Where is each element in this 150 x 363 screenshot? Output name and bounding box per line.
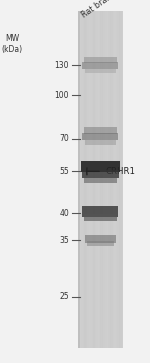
Bar bbox=[98, 11, 99, 348]
Bar bbox=[87, 11, 88, 348]
Bar bbox=[82, 170, 119, 178]
Bar bbox=[118, 11, 120, 348]
Bar bbox=[81, 11, 82, 348]
Text: 100: 100 bbox=[54, 91, 69, 99]
Bar bbox=[84, 57, 117, 63]
Text: 55: 55 bbox=[59, 167, 69, 176]
Bar bbox=[81, 161, 120, 172]
Bar bbox=[88, 11, 90, 348]
Bar bbox=[85, 69, 116, 73]
Bar bbox=[117, 11, 118, 348]
Text: 25: 25 bbox=[59, 293, 69, 301]
Bar bbox=[84, 214, 117, 221]
Bar bbox=[92, 11, 93, 348]
Text: 70: 70 bbox=[59, 134, 69, 143]
Bar bbox=[85, 11, 87, 348]
Bar bbox=[96, 11, 98, 348]
Text: 35: 35 bbox=[59, 236, 69, 245]
Bar bbox=[87, 241, 114, 246]
Bar bbox=[100, 11, 102, 348]
Bar bbox=[85, 235, 116, 243]
Bar bbox=[78, 11, 80, 348]
Bar bbox=[103, 11, 105, 348]
Bar bbox=[105, 11, 106, 348]
Text: MW
(kDa): MW (kDa) bbox=[2, 34, 22, 54]
Text: 40: 40 bbox=[59, 209, 69, 217]
Bar bbox=[94, 11, 96, 348]
Bar bbox=[82, 133, 118, 140]
Bar bbox=[78, 11, 80, 348]
Bar bbox=[90, 11, 92, 348]
Bar bbox=[114, 11, 116, 348]
Text: CRHR1: CRHR1 bbox=[105, 167, 135, 176]
Bar bbox=[111, 11, 112, 348]
Bar bbox=[112, 11, 114, 348]
Bar bbox=[84, 178, 117, 183]
Text: 130: 130 bbox=[54, 61, 69, 70]
Bar bbox=[82, 206, 118, 217]
Bar bbox=[110, 11, 111, 348]
Bar bbox=[80, 11, 81, 348]
Text: Rat brain: Rat brain bbox=[80, 0, 116, 20]
Bar bbox=[82, 62, 118, 69]
Bar bbox=[82, 11, 84, 348]
Bar bbox=[108, 11, 110, 348]
Bar bbox=[120, 11, 122, 348]
Bar bbox=[93, 11, 94, 348]
Bar bbox=[99, 11, 100, 348]
Bar bbox=[78, 11, 123, 348]
Bar bbox=[102, 11, 104, 348]
Bar bbox=[85, 140, 116, 145]
Bar bbox=[122, 11, 123, 348]
Bar bbox=[84, 127, 117, 134]
Bar bbox=[116, 11, 117, 348]
Bar bbox=[84, 11, 86, 348]
Bar bbox=[106, 11, 108, 348]
